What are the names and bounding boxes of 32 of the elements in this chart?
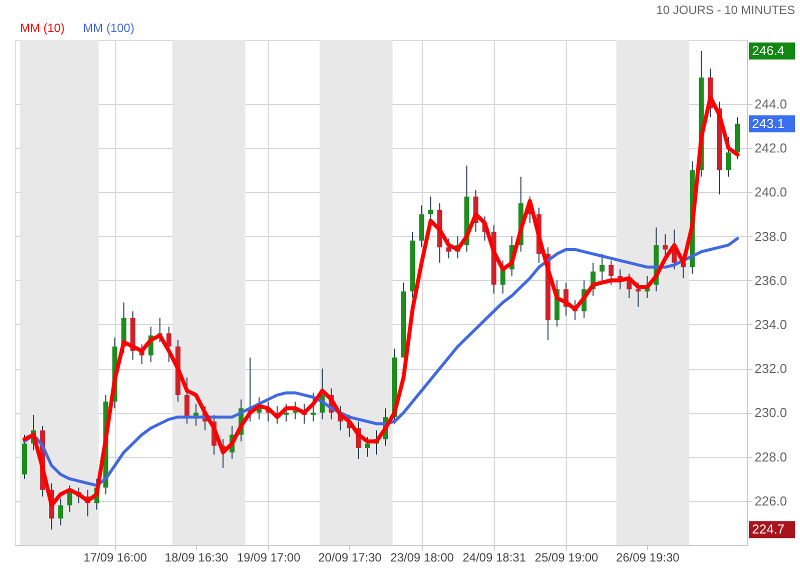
y-tick-label: 244.0 <box>754 96 788 112</box>
candlestick <box>284 403 289 422</box>
text: MM (10) <box>20 21 65 35</box>
x-tick-label: 25/09 19:00 <box>534 550 599 564</box>
x-tick-label: 18/09 16:30 <box>164 550 229 564</box>
text: 224.7 <box>752 522 785 537</box>
x-tick-label: 17/09 16:00 <box>84 550 148 564</box>
candlestick <box>310 392 316 422</box>
x-tick-label: 23/09 18:00 <box>390 550 454 564</box>
line-series <box>23 236 739 487</box>
candlestick <box>600 253 605 281</box>
line-series <box>22 95 740 508</box>
y-tick-label: 240.0 <box>754 184 788 200</box>
y-tick-label: 242.0 <box>754 140 788 156</box>
text: MM (100) <box>83 21 134 35</box>
y-tick-label: 236.0 <box>754 272 788 288</box>
y-tick-label: 226.0 <box>754 493 788 508</box>
x-tick-label: 19/09 17:00 <box>236 550 301 564</box>
text: 10 JOURS - 10 MINUTES <box>656 3 795 17</box>
text: 246.4 <box>752 43 785 58</box>
y-tick-label: 228.0 <box>754 449 788 464</box>
y-tick-label: 232.0 <box>754 361 788 376</box>
x-tick-label: 20/09 17:30 <box>318 550 382 564</box>
x-tick-label: 24/09 18:31 <box>462 550 526 564</box>
y-tick-label: 238.0 <box>754 228 788 244</box>
candlestick <box>608 260 614 286</box>
x-tick-label: 26/09 19:30 <box>616 550 680 564</box>
y-tick-label: 230.0 <box>754 405 788 420</box>
candlestick <box>428 196 434 222</box>
candlestick <box>58 498 64 526</box>
text: 243.1 <box>752 116 785 131</box>
y-tick-label: 234.0 <box>754 316 788 332</box>
